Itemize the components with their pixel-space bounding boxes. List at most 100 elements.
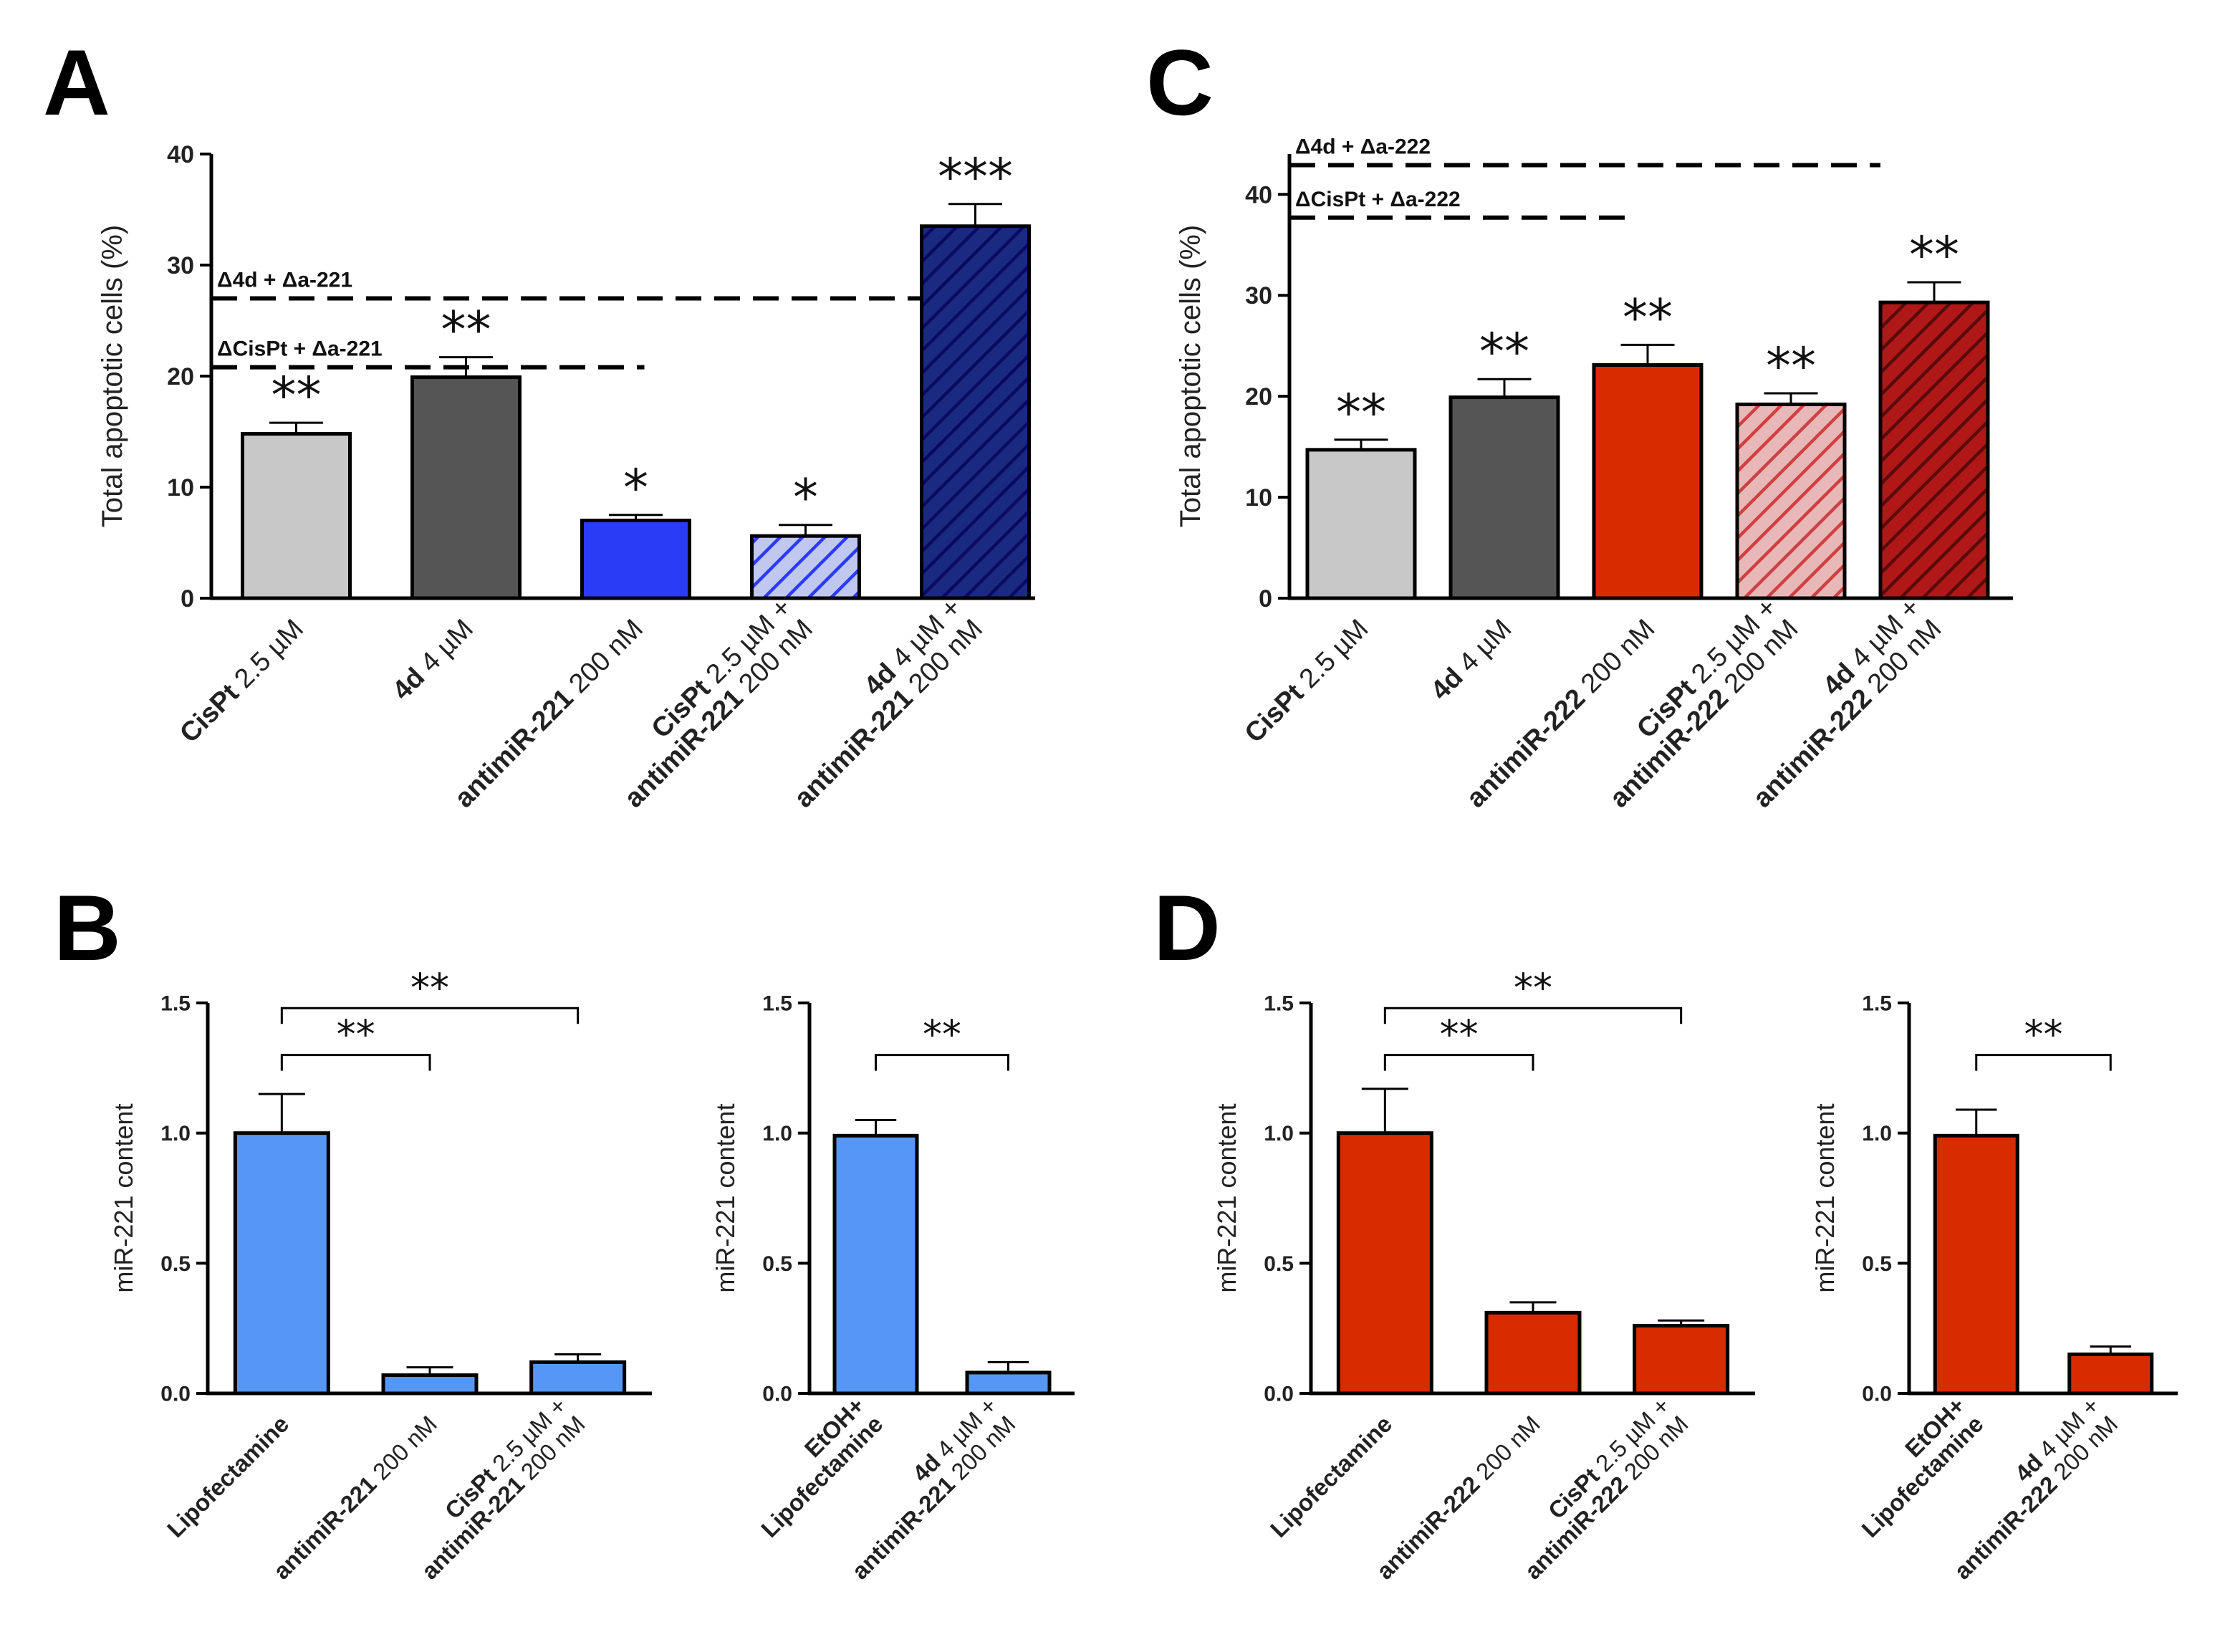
bar [1878,300,1990,600]
bar [1305,448,1417,600]
comparison-bracket [1383,1007,1683,1024]
chart-b-3: 0.0 0.5 1.0 1.5 miR-221 content EtOH+Lipofect… [711,992,1075,1585]
y-tick-label: 20 [167,363,194,390]
reference-line-label: Δ4d + Δa-221 [217,269,352,292]
bar [832,1133,919,1396]
chart-b-2: 0.0 0.5 1.0 1.5 miR-221 content Lipofectamine… [109,965,652,1585]
y-tick-label: 40 [167,141,194,168]
y-tick-label: 1.5 [1264,992,1294,1016]
bar [580,519,691,600]
y-tick-label: 30 [167,252,194,279]
comparison-bracket [280,1007,580,1024]
y-axis-title: miR-221 content [109,1103,138,1292]
category-label: Lipofectamine [162,1411,294,1542]
y-tick-label: 1.5 [762,992,792,1016]
bar [1448,395,1560,600]
comparison-label: ** [923,1012,961,1057]
significance-label: * [793,469,818,527]
y-tick-label: 0 [1259,585,1272,613]
category-label: antimiR-221 200 nM [449,614,649,814]
comparison-label: ** [410,965,449,1010]
bar [1735,402,1847,600]
y-tick-label: 20 [1245,383,1272,410]
bar [1633,1324,1730,1396]
comparison-bracket [875,1054,1009,1071]
y-tick-label: 1.0 [160,1122,191,1146]
comparison-label: ** [2024,1012,2063,1057]
bar [241,432,352,600]
y-tick-label: 1.0 [1264,1122,1294,1146]
panel-label-c: C [1146,30,1214,135]
bar [1336,1131,1433,1396]
significance-label: *** [938,148,1013,206]
y-axis-title: Total apoptotic cells (%) [97,225,128,527]
category-label: 4d 4 µM [1426,614,1518,706]
category-label: 4d 4 µM [387,614,479,706]
comparison-bracket [1383,1054,1534,1071]
bar [1592,363,1704,600]
significance-label: ** [1623,288,1673,347]
y-tick-label: 30 [1245,282,1272,309]
bar [233,1131,330,1396]
category-label: antimiR-221 200 nM [268,1411,442,1585]
category-label: EtOH+Lipofectamine [1838,1392,1989,1542]
y-axis-title: miR-221 content [711,1103,740,1292]
bar [529,1360,627,1396]
significance-label: * [623,458,648,517]
category-label: Lipofectamine [1265,1411,1397,1542]
y-tick-label: 0.0 [160,1383,191,1406]
y-tick-label: 0.5 [160,1252,191,1276]
panel-label-d: D [1153,875,1221,980]
y-axis-title: miR-221 content [1212,1103,1241,1292]
comparison-bracket [1975,1054,2112,1071]
y-tick-label: 1.5 [1862,992,1892,1016]
bar [750,534,861,600]
panel-label-b: B [54,875,121,980]
significance-label: ** [1909,226,1959,284]
y-tick-label: 0.0 [762,1383,792,1406]
reference-line-label: Δ4d + Δa-222 [1295,135,1431,159]
significance-label: ** [1479,322,1529,381]
bar [1933,1133,2019,1396]
category-label: CisPt 2.5 µM [174,614,309,749]
y-tick-label: 10 [167,474,194,501]
significance-label: ** [272,366,322,425]
significance-label: ** [441,301,491,360]
y-tick-label: 1.5 [160,992,191,1016]
comparison-label: ** [1514,965,1552,1010]
bar [965,1370,1052,1396]
y-tick-label: 1.0 [762,1122,792,1146]
y-tick-label: 0.0 [1264,1383,1294,1406]
comparison-label: ** [337,1012,375,1057]
chart-d-4: 0.0 0.5 1.0 1.5 miR-221 content Lipofectamine… [1212,965,1755,1585]
y-tick-label: 0.5 [1264,1252,1294,1276]
chart-d-5: 0.0 0.5 1.0 1.5 miR-221 content EtOH+Lipofect… [1810,992,2178,1585]
significance-label: ** [1336,383,1386,442]
bar [2067,1353,2154,1396]
y-tick-label: 1.0 [1862,1122,1892,1146]
significance-label: ** [1766,337,1816,395]
bar [381,1373,479,1396]
y-tick-label: 10 [1245,484,1272,512]
y-tick-label: 0.0 [1862,1383,1892,1406]
reference-line-label: ΔCisPt + Δa-222 [1295,188,1461,211]
y-axis-title: miR-221 content [1810,1103,1840,1292]
y-tick-label: 0.5 [762,1252,792,1276]
chart-c-1: 0 10 20 30 40 Total apoptotic cells (%) ** CisP… [1175,135,2013,814]
comparison-label: ** [1440,1012,1479,1057]
bar [1484,1310,1582,1396]
y-tick-label: 0 [181,585,194,613]
category-label: CisPt 2.5 µM [1239,614,1375,749]
category-label: EtOH+Lipofectamine [737,1392,888,1542]
y-tick-label: 0.5 [1862,1252,1892,1276]
bar [920,224,1031,600]
comparison-bracket [280,1054,431,1071]
y-axis-title: Total apoptotic cells (%) [1175,225,1206,527]
reference-line-label: ΔCisPt + Δa-221 [217,337,383,361]
category-label: antimiR-222 200 nM [1371,1411,1545,1585]
y-tick-label: 40 [1245,181,1272,208]
panel-label-a: A [43,30,110,135]
